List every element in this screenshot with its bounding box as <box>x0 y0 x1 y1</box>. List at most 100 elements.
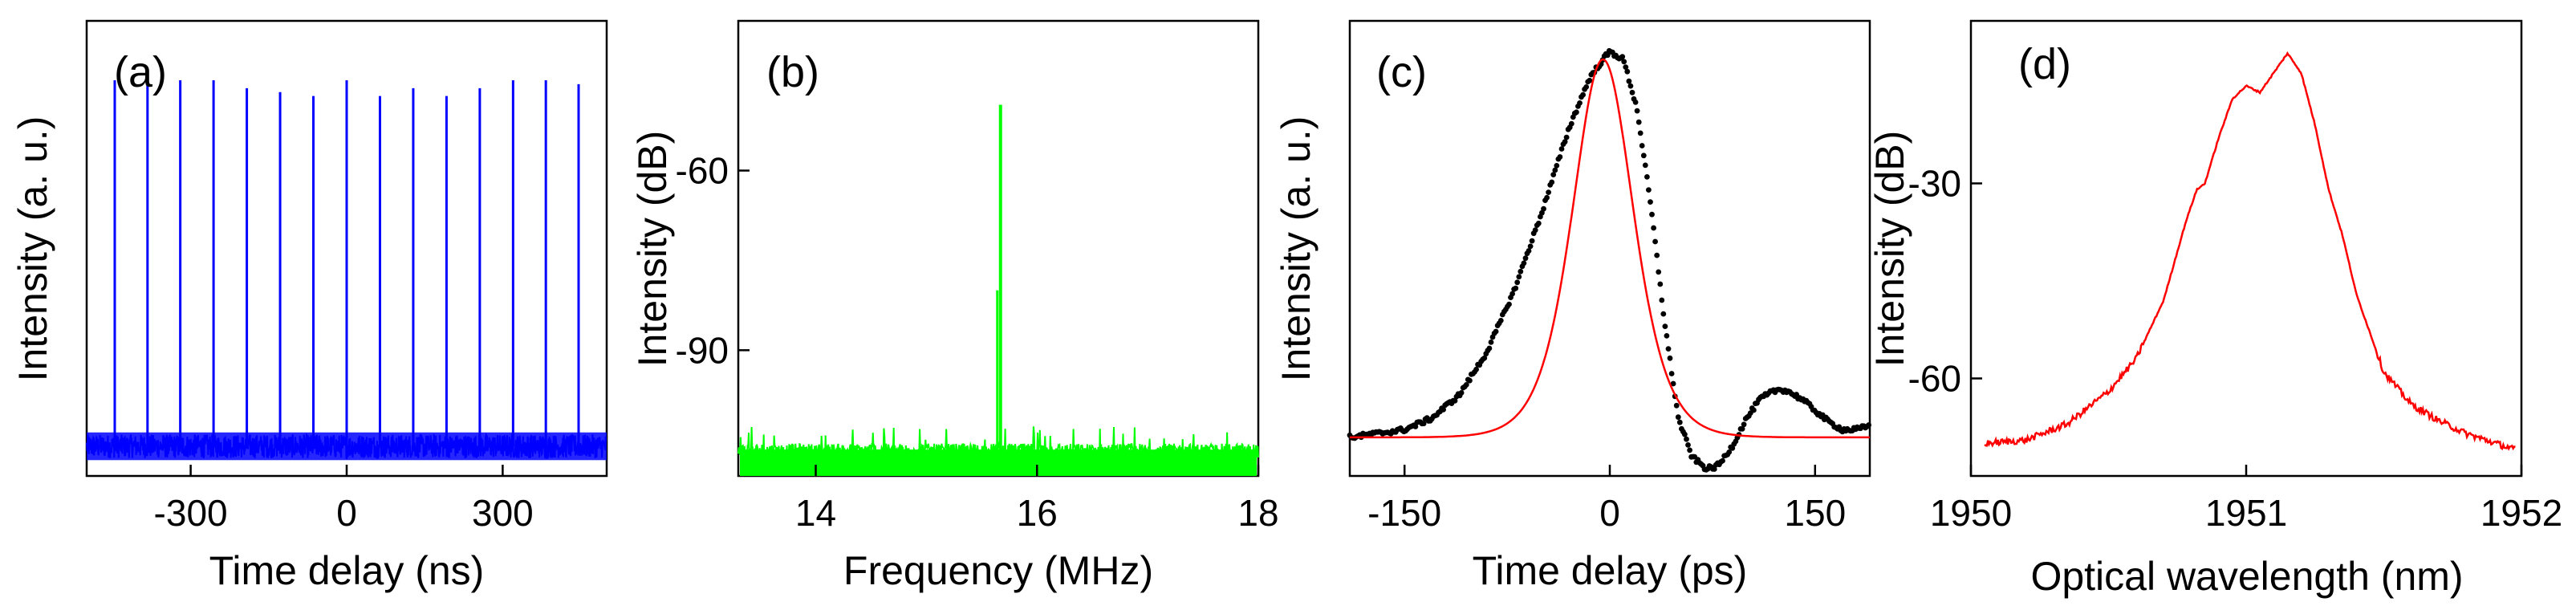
measured-point <box>1552 167 1558 173</box>
measured-point <box>1562 139 1568 145</box>
measured-point <box>1532 227 1538 234</box>
x-tick-label: -150 <box>1367 492 1441 534</box>
measured-point <box>1657 281 1664 287</box>
panel-d-marks <box>1984 51 2516 451</box>
measured-point <box>1642 162 1648 169</box>
measured-point <box>1486 345 1493 352</box>
panel-a: -300 0 300 (a) Time delay (ns) Intensity (… <box>10 19 608 593</box>
measured-point <box>1651 225 1657 231</box>
x-tick-label: 0 <box>336 492 357 534</box>
measured-point <box>1640 152 1647 159</box>
measured-point <box>1682 431 1688 437</box>
measured-point <box>1506 301 1512 307</box>
panel-c-ticks: -150 0 150 <box>1367 465 1846 534</box>
panel-c-xlabel: Time delay (ps) <box>1473 548 1748 593</box>
measured-point <box>1467 377 1473 384</box>
panel-b-tag: (b) <box>766 48 819 96</box>
measured-point <box>1751 407 1757 413</box>
measured-point <box>1644 174 1650 180</box>
panel-a-ylabel: Intensity (a. u.) <box>10 116 55 382</box>
measured-point <box>1660 311 1667 317</box>
measured-point <box>1621 59 1627 65</box>
measured-point <box>1481 355 1488 361</box>
x-tick-label: 18 <box>1237 492 1278 534</box>
measured-point <box>1604 52 1611 59</box>
x-tick-label: 0 <box>1599 492 1620 534</box>
measured-point <box>1629 89 1635 96</box>
measured-point <box>1662 323 1668 329</box>
panel-d-xlabel: Optical wavelength (nm) <box>2030 554 2463 599</box>
measured-point <box>1726 449 1733 455</box>
spectrum-line <box>1984 51 2516 451</box>
measured-point <box>1632 100 1639 105</box>
measured-point <box>1659 297 1665 303</box>
panel-b-marks <box>737 104 1259 476</box>
measured-point <box>1626 78 1632 84</box>
measured-point <box>1676 419 1683 425</box>
panel-a-tag: (a) <box>114 48 167 96</box>
measured-point <box>1452 398 1458 404</box>
measured-point <box>1668 371 1675 376</box>
y-tick-label: -60 <box>676 150 729 192</box>
measured-point <box>1516 274 1522 280</box>
measured-point <box>1656 269 1662 275</box>
measured-point <box>1521 260 1527 266</box>
measured-point <box>1667 355 1673 361</box>
measured-point <box>1664 333 1670 339</box>
x-tick-label: 16 <box>1017 492 1058 534</box>
panel-c-frame <box>1348 19 1871 478</box>
panel-b-ticks: 14 16 18 -60 -90 <box>676 150 1279 534</box>
panel-a-xlabel: Time delay (ns) <box>209 548 485 593</box>
measured-point <box>1583 84 1590 90</box>
panel-d-tag: (d) <box>2018 40 2071 88</box>
x-tick-label: -300 <box>154 492 228 534</box>
measured-point <box>1634 108 1640 114</box>
measured-point <box>1550 172 1557 178</box>
measured-point <box>1665 346 1672 352</box>
measured-point <box>1473 366 1479 372</box>
measured-point <box>1794 392 1800 397</box>
measured-point <box>1497 318 1504 323</box>
sech2-fit-line <box>1350 58 1870 439</box>
panel-b-ylabel: Intensity (dB) <box>630 131 675 368</box>
y-tick-label: -90 <box>676 329 729 371</box>
measured-point <box>1687 447 1693 453</box>
y-tick-label: -30 <box>1908 163 1961 205</box>
x-tick-label: 300 <box>472 492 534 534</box>
measured-point <box>1729 445 1736 451</box>
measured-point <box>1654 252 1660 258</box>
measured-point <box>1557 154 1563 160</box>
measured-point <box>1463 382 1469 388</box>
y-tick-label: -60 <box>1908 358 1961 400</box>
measured-point <box>1546 189 1551 196</box>
measured-point <box>1514 279 1521 286</box>
measured-point <box>1526 248 1532 254</box>
measured-point <box>1648 199 1653 205</box>
measured-point <box>1509 291 1515 297</box>
measured-point <box>1639 143 1645 148</box>
measured-point <box>1580 91 1586 98</box>
panel-b-xlabel: Frequency (MHz) <box>843 548 1153 593</box>
panel-d-frame <box>1969 19 2523 478</box>
measured-point <box>1670 380 1676 387</box>
measured-point <box>1619 54 1626 59</box>
measured-point <box>1554 163 1560 169</box>
measured-point <box>1412 424 1419 429</box>
panel-a-ticks: -300 0 300 <box>154 465 534 534</box>
measured-point <box>1488 340 1494 345</box>
measured-point <box>1627 83 1634 89</box>
panel-c-ylabel: Intensity (a. u.) <box>1274 116 1318 382</box>
measured-point <box>1623 64 1629 70</box>
panel-a-marks <box>86 79 607 461</box>
x-tick-label: 1952 <box>2481 492 2562 534</box>
panel-b: 14 16 18 -60 -90 (b) Frequency (MHz) Intensi… <box>630 19 1279 593</box>
measured-point <box>1493 328 1499 335</box>
measured-point <box>1574 109 1579 116</box>
measured-point <box>1675 414 1681 421</box>
measured-point <box>1673 402 1680 409</box>
measured-point <box>1558 146 1565 152</box>
measured-point <box>1684 436 1689 442</box>
measured-point <box>1711 466 1717 472</box>
measured-point <box>1518 268 1524 274</box>
